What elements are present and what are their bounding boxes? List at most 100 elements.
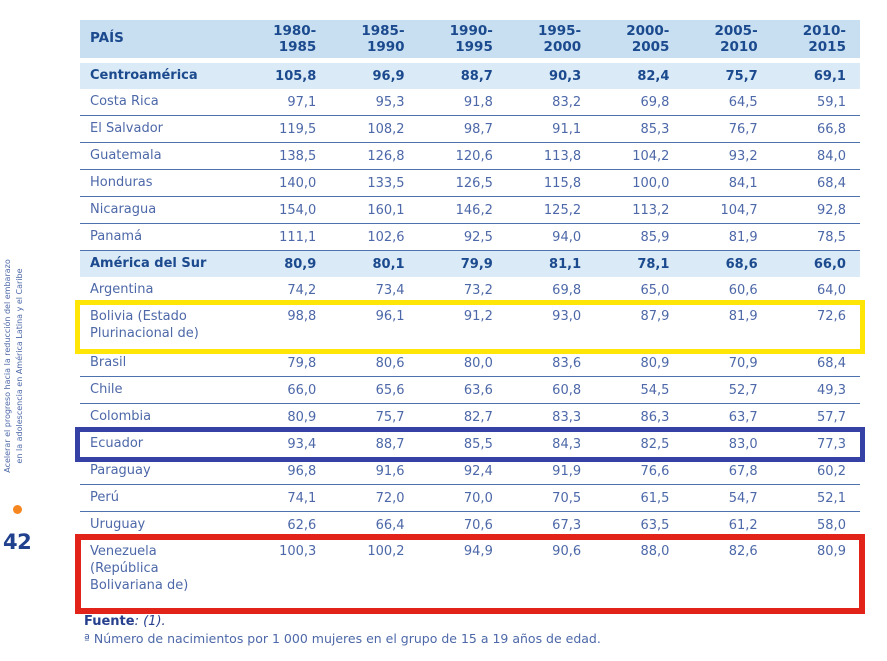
table-row: Guatemala 138,5 126,8 120,6 113,8 104,2 93,2 84… — [80, 143, 860, 170]
table-row: Nicaragua 154,0 160,1 146,2 125,2 113,2 104,7 9… — [80, 197, 860, 224]
value-cell: 74,2 — [287, 282, 317, 298]
value-cell: 66,0 — [813, 256, 846, 272]
value-cell: 146,2 — [455, 202, 493, 218]
country-name-cell: Paraguay — [90, 462, 151, 478]
value-cell: 69,8 — [552, 282, 582, 298]
value-cell: 54,5 — [640, 382, 670, 398]
source-ref: : (1). — [134, 614, 166, 629]
value-cell: 84,1 — [728, 175, 758, 191]
value-cell: 102,6 — [367, 229, 405, 245]
value-cell: 70,6 — [463, 517, 493, 533]
value-cell: 52,1 — [817, 490, 846, 506]
value-cell: 49,3 — [817, 382, 846, 398]
value-cell: 80,9 — [287, 409, 317, 425]
value-cell: 96,9 — [372, 68, 405, 84]
table-body: Centroamérica 105,8 96,9 88,7 90,3 82,4 75,7 69… — [80, 63, 860, 609]
value-cell: 94,9 — [463, 544, 493, 559]
value-cell: 85,9 — [640, 229, 670, 245]
value-cell: 119,5 — [279, 121, 317, 137]
value-cell: 97,1 — [287, 94, 317, 110]
country-name-cell: Uruguay — [90, 516, 146, 532]
value-cell: 64,0 — [817, 282, 846, 298]
value-cell: 83,6 — [552, 355, 582, 371]
country-name-cell: Brasil — [90, 354, 127, 370]
value-cell: 98,8 — [287, 309, 317, 324]
data-table: PAÍS 1980-1985 1985-1990 1990-1995 1995-2000… — [75, 20, 865, 614]
value-cell: 63,7 — [728, 409, 758, 425]
value-cell: 85,5 — [463, 436, 493, 452]
value-cell: 60,8 — [552, 382, 582, 398]
value-cell: 95,3 — [375, 94, 405, 110]
sidebar-vertical-text: Acelerar el progreso hacia la reducción … — [3, 259, 24, 473]
value-cell: 68,6 — [725, 256, 758, 272]
country-name-cell: Chile — [90, 381, 123, 397]
value-cell: 74,1 — [287, 490, 317, 506]
value-cell: 92,4 — [463, 463, 493, 479]
value-cell: 70,9 — [728, 355, 758, 371]
value-cell: 160,1 — [367, 202, 405, 218]
value-cell: 100,2 — [367, 544, 405, 559]
value-cell: 96,1 — [375, 309, 405, 324]
value-cell: 68,4 — [817, 175, 846, 191]
value-cell: 100,0 — [632, 175, 670, 191]
value-cell: 85,3 — [640, 121, 670, 137]
value-cell: 80,9 — [284, 256, 317, 272]
value-cell: 65,0 — [640, 282, 670, 298]
value-cell: 63,5 — [640, 517, 670, 533]
footer: Fuente: (1). ª Número de nacimientos por… — [84, 614, 601, 646]
value-cell: 88,7 — [375, 436, 405, 452]
table-row: Ecuador 93,4 88,7 85,5 84,3 82,5 83,0 77,3 — [80, 431, 860, 458]
table-row: Brasil 79,8 80,6 80,0 83,6 80,9 70,9 68,4 — [80, 350, 860, 377]
country-name-cell: Panamá — [90, 228, 143, 244]
value-cell: 54,7 — [728, 490, 758, 506]
country-name-cell: Perú — [90, 489, 119, 505]
value-cell: 87,9 — [640, 309, 670, 324]
table-row: Chile 66,0 65,6 63,6 60,8 54,5 52,7 49,3 — [80, 377, 860, 404]
value-cell: 72,6 — [817, 309, 846, 324]
value-cell: 98,7 — [463, 121, 493, 137]
column-header: 1995-2000 — [537, 23, 582, 55]
value-cell: 57,7 — [817, 409, 846, 425]
value-cell: 86,3 — [640, 409, 670, 425]
value-cell: 91,8 — [463, 94, 493, 110]
column-header: PAÍS — [90, 30, 124, 47]
value-cell: 83,2 — [552, 94, 582, 110]
table-row: El Salvador 119,5 108,2 98,7 91,1 85,3 76,7 66,… — [80, 116, 860, 143]
value-cell: 84,0 — [817, 148, 846, 164]
table-row: Argentina 74,2 73,4 73,2 69,8 65,0 60,6 64,0 — [80, 277, 860, 304]
column-header: 1985-1990 — [361, 23, 405, 55]
country-name-cell: Venezuela (República Bolivariana de) — [90, 544, 189, 593]
value-cell: 59,1 — [817, 94, 846, 110]
column-header: 2005-2010 — [714, 23, 758, 55]
value-cell: 67,8 — [728, 463, 758, 479]
value-cell: 108,2 — [367, 121, 405, 137]
value-cell: 70,5 — [552, 490, 582, 506]
source-line: Fuente: (1). — [84, 614, 601, 629]
value-cell: 91,6 — [375, 463, 405, 479]
value-cell: 77,3 — [817, 436, 846, 452]
value-cell: 140,0 — [279, 175, 317, 191]
value-cell: 120,6 — [455, 148, 493, 164]
value-cell: 80,6 — [375, 355, 405, 371]
value-cell: 76,6 — [640, 463, 670, 479]
value-cell: 82,5 — [640, 436, 670, 452]
country-name-cell: Nicaragua — [90, 201, 157, 217]
value-cell: 105,8 — [275, 68, 317, 84]
value-cell: 92,8 — [817, 202, 846, 218]
value-cell: 83,0 — [728, 436, 758, 452]
value-cell: 81,1 — [549, 256, 582, 272]
value-cell: 133,5 — [367, 175, 405, 191]
value-cell: 73,4 — [375, 282, 405, 298]
value-cell: 80,9 — [640, 355, 670, 371]
country-name-cell: Centroamérica — [90, 67, 198, 83]
value-cell: 154,0 — [279, 202, 317, 218]
column-header: 1990-1995 — [449, 23, 493, 55]
table-row: Colombia 80,9 75,7 82,7 83,3 86,3 63,7 57,7 — [80, 404, 860, 431]
value-cell: 104,2 — [632, 148, 670, 164]
table-row: Centroamérica 105,8 96,9 88,7 90,3 82,4 75,7 69… — [80, 63, 860, 89]
value-cell: 78,5 — [817, 229, 846, 245]
value-cell: 75,7 — [375, 409, 405, 425]
table-row: Paraguay 96,8 91,6 92,4 91,9 76,6 67,8 60,2 — [80, 458, 860, 485]
value-cell: 91,9 — [552, 463, 582, 479]
page-number: 42 — [3, 530, 32, 554]
